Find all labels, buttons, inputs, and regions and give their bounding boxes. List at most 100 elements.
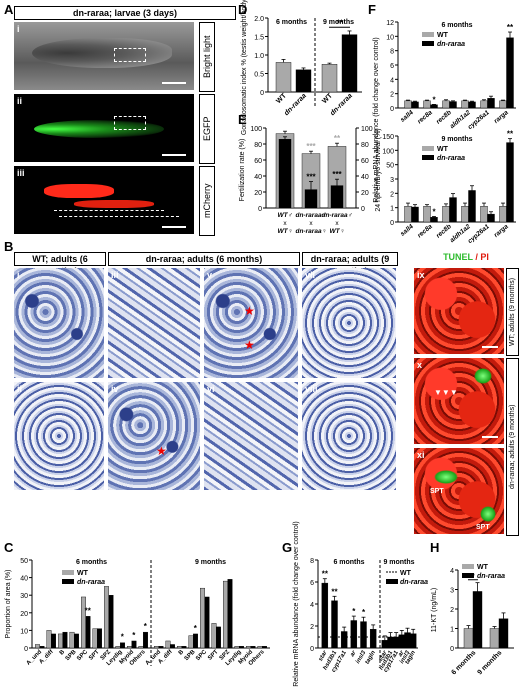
bar — [404, 632, 411, 649]
y-tick-label: 20 — [20, 611, 28, 618]
y-tick-label: 40 — [254, 174, 262, 181]
group-label: 6 months — [276, 19, 307, 26]
bar — [487, 213, 495, 223]
sig-label: * — [362, 608, 366, 617]
sig-label: * — [144, 622, 148, 631]
histology-v: v ★ ★ — [204, 268, 298, 378]
bar-surv — [278, 138, 292, 209]
x-tick-label: dn-raraa — [283, 92, 308, 117]
panel-label-a: A — [4, 2, 14, 17]
sig-label: ** — [507, 23, 514, 32]
panel-label-h: H — [430, 540, 439, 555]
x-tick-label: SPT — [88, 649, 101, 662]
x-tick-label: B — [178, 649, 186, 657]
x-tick-label: cyp26a1 — [467, 223, 491, 245]
y-tick-label: 4 — [390, 77, 394, 84]
x-tick-label: WT — [321, 92, 334, 105]
panel-label-d: D — [238, 2, 247, 17]
bar — [250, 646, 256, 649]
legend-swatch-wt — [462, 564, 474, 569]
bar — [69, 631, 75, 649]
y-tick-label: 80 — [254, 142, 262, 149]
bar — [262, 646, 267, 649]
y-tick-label: 0 — [390, 220, 394, 227]
y-axis-label: Relative mRNA abundance (fold change ove… — [293, 521, 300, 686]
y-tick-label: 10 — [20, 628, 28, 635]
y-axis-label-right: 24 hpf embryo survival (%) — [375, 128, 382, 211]
bar — [104, 586, 109, 649]
y-tick-label: 2 — [450, 607, 454, 614]
y-tick-label: 100 — [250, 126, 262, 133]
legend-label-wt: WT — [400, 570, 412, 577]
legend-swatch-dn — [422, 41, 434, 46]
bar — [360, 621, 367, 649]
legend-label-dn: dn-raraa — [400, 579, 428, 586]
y-axis-label: Proportion of area (%) — [5, 570, 12, 639]
bar — [131, 640, 137, 649]
bar — [499, 206, 507, 223]
sig-label: * — [432, 95, 436, 104]
x-tick-label: sall4 — [399, 109, 415, 124]
bar — [321, 582, 329, 649]
y-tick-label: 6 — [310, 580, 314, 587]
y-tick-label-right: 20 — [361, 190, 369, 197]
bar — [181, 646, 187, 649]
bar — [480, 100, 488, 109]
title-bg — [402, 132, 512, 144]
x-tick-label: WT — [275, 92, 288, 105]
legend-label-wt: WT — [477, 564, 489, 571]
bar — [331, 600, 338, 649]
legend-swatch-dn — [462, 573, 474, 578]
bar — [170, 644, 175, 649]
bar — [97, 628, 102, 649]
histology-iv: iv ★ — [108, 382, 200, 490]
x-tick-label: SPC — [195, 649, 208, 662]
panel-a-header: dn-raraa; larvae (3 days) — [14, 6, 236, 20]
bar — [158, 646, 164, 649]
histology-viii: viii — [302, 382, 396, 490]
bar — [404, 206, 412, 223]
bar — [246, 646, 251, 649]
bar — [404, 100, 412, 109]
histology-ii: ii — [14, 382, 104, 490]
x-tick-label: WT♂ — [278, 212, 293, 219]
bar — [449, 197, 457, 223]
legend-swatch-wt — [422, 146, 434, 151]
x-tick-label: cyp26a1 — [467, 109, 491, 131]
bar — [423, 206, 431, 223]
y-tick-label-right: 60 — [361, 158, 369, 165]
histology-i: i — [14, 268, 104, 378]
legend-label-dn: dn-raraa — [437, 41, 465, 48]
legend-swatch-wt — [422, 32, 434, 37]
group-label: 9 months — [195, 559, 226, 566]
x-tick-label: x — [335, 220, 339, 227]
y-tick-label: 20 — [254, 190, 262, 197]
y-tick-label: 0.5 — [254, 72, 264, 79]
bar — [461, 100, 469, 109]
bar — [46, 630, 52, 649]
sig-label: * — [194, 624, 198, 633]
x-tick-label: 6 months — [450, 649, 477, 676]
sig-label: ** — [337, 18, 344, 27]
chart-e: 0 20 40 60 80 100 Fertilization rate (%) 0 20 40 6… — [239, 126, 382, 235]
bar — [85, 616, 91, 649]
sig-label: * — [471, 572, 475, 581]
bar — [81, 596, 86, 649]
sub-label: i — [17, 24, 20, 34]
group-label: 6 months — [333, 559, 364, 566]
panel-b-header-2: dn-raraa; adults (6 months) — [108, 252, 300, 266]
panel-label-b: B — [4, 239, 14, 254]
bar — [257, 646, 263, 649]
y-tick-label: 1 — [390, 206, 394, 213]
bar — [108, 595, 114, 649]
x-tick-label: SPC — [76, 649, 89, 662]
y-tick-label: 4 — [450, 568, 454, 575]
bar — [411, 206, 419, 223]
x-tick-label: WT♀ — [330, 228, 345, 235]
chart-h: 0 1 2 3 4 11-KT (ng/mL) WT dn-raraa* 6 months 9 m… — [431, 564, 514, 676]
title-bg — [402, 18, 512, 30]
bar — [321, 64, 338, 93]
legend-label-dn: dn-raraa — [77, 579, 105, 586]
bar — [468, 101, 476, 109]
